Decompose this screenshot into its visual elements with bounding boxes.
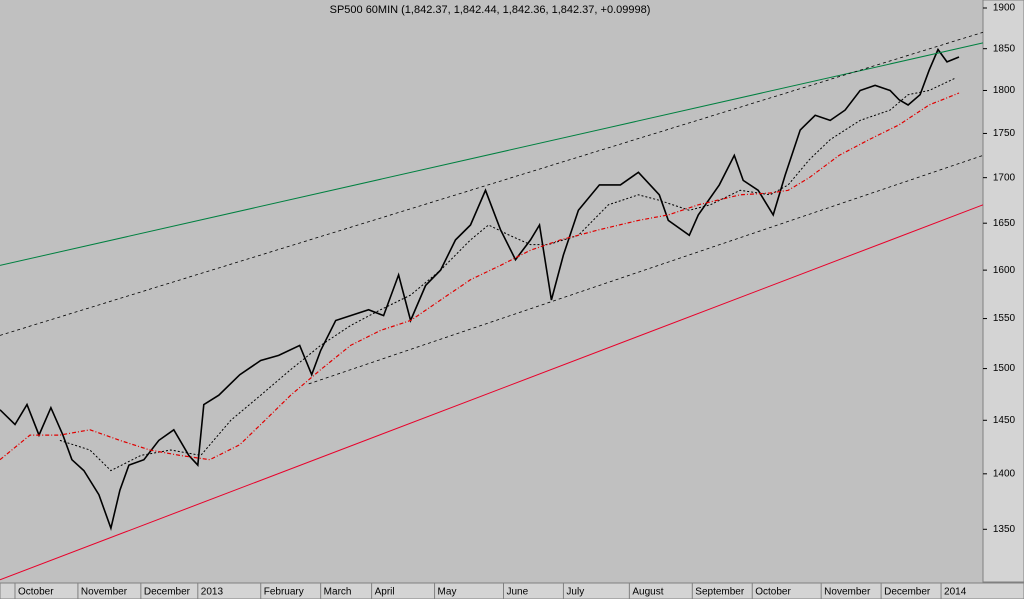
series-line <box>0 47 960 532</box>
x-tick-label: October <box>18 587 54 598</box>
x-axis-panel <box>0 582 1024 599</box>
series-line <box>0 42 984 266</box>
x-tick-label: November <box>824 587 871 598</box>
x-tick-label: November <box>81 587 128 598</box>
series-line <box>308 155 984 385</box>
x-tick-label: September <box>695 587 745 598</box>
x-tick-label: April <box>375 587 395 598</box>
x-tick-label: August <box>632 587 663 598</box>
y-tick-label: 1450 <box>993 415 1016 426</box>
y-tick-label: 1550 <box>993 313 1016 324</box>
y-tick-label: 1500 <box>993 363 1016 374</box>
y-axis-panel <box>982 0 1024 583</box>
y-tick-label: 1900 <box>993 3 1016 14</box>
y-tick-label: 1750 <box>993 128 1016 139</box>
x-tick-label: December <box>884 587 931 598</box>
plot-area <box>0 0 983 582</box>
x-tick-label: February <box>264 587 304 598</box>
y-tick-label: 1650 <box>993 218 1016 229</box>
series-line <box>0 204 984 581</box>
x-tick-label: 2014 <box>944 587 967 598</box>
x-tick-label: October <box>755 587 791 598</box>
series-line <box>59 77 957 472</box>
x-tick-label: 2013 <box>201 587 224 598</box>
x-tick-label: March <box>324 587 352 598</box>
y-tick-label: 1850 <box>993 43 1016 54</box>
y-tick-label: 1400 <box>993 468 1016 479</box>
x-tick-label: July <box>566 587 584 598</box>
y-tick-label: 1800 <box>993 85 1016 96</box>
y-tick-label: 1700 <box>993 172 1016 183</box>
x-tick-label: May <box>438 587 457 598</box>
y-tick-label: 1350 <box>993 524 1016 535</box>
x-tick-label: December <box>144 587 191 598</box>
y-tick-label: 1600 <box>993 265 1016 276</box>
series-line <box>0 92 960 461</box>
chart-title: SP500 60MIN (1,842.37, 1,842.44, 1,842.3… <box>330 4 651 16</box>
x-tick-label: June <box>506 587 528 598</box>
plot <box>0 31 984 581</box>
